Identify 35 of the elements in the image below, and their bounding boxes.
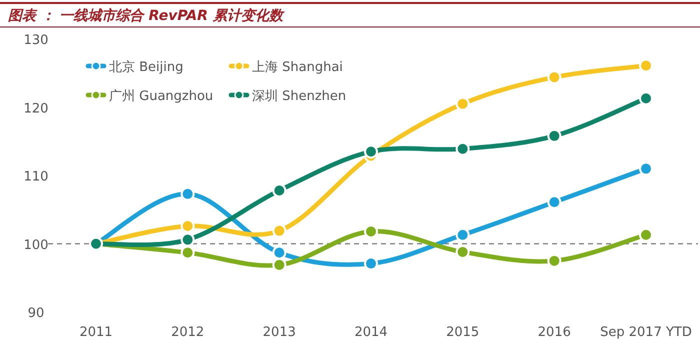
- point: [547, 128, 562, 143]
- point: [180, 246, 195, 260]
- x-tick-label: Sep 2017 YTD: [600, 325, 692, 340]
- y-tick-label: 120: [24, 101, 48, 116]
- legend-label: 北京 Beijing: [109, 60, 184, 75]
- point: [180, 232, 195, 247]
- point: [180, 186, 195, 201]
- y-tick-label: 130: [24, 33, 48, 48]
- x-tick-label: 2015: [446, 325, 480, 340]
- point: [456, 96, 470, 111]
- legend-label: 上海 Shanghai: [252, 60, 343, 75]
- legend-label: 深圳 Shenzhen: [252, 89, 346, 104]
- point: [364, 144, 378, 159]
- y-tick-label: 110: [24, 170, 48, 184]
- x-tick-label: 2012: [171, 325, 204, 340]
- point: [547, 70, 562, 84]
- x-tick-label: 2016: [538, 325, 571, 340]
- y-tick-label: 90: [28, 306, 44, 321]
- point: [456, 228, 470, 242]
- x-tick-label: 2014: [354, 325, 388, 340]
- point: [272, 258, 286, 272]
- point: [272, 224, 286, 238]
- point: [639, 91, 653, 106]
- x-tick-label: 2013: [262, 325, 296, 340]
- point: [639, 58, 653, 73]
- y-tick-label: 100: [24, 238, 48, 253]
- point: [272, 246, 286, 260]
- legend-label: 广州 Guangzhou: [109, 89, 214, 104]
- point: [547, 254, 562, 268]
- point: [547, 195, 562, 210]
- point: [456, 142, 470, 156]
- point: [639, 162, 653, 176]
- chart-title: 图表 ： 一线城市综合 RevPAR 累计变化数: [8, 7, 285, 24]
- point: [639, 228, 653, 242]
- x-tick-label: 2011: [79, 325, 113, 340]
